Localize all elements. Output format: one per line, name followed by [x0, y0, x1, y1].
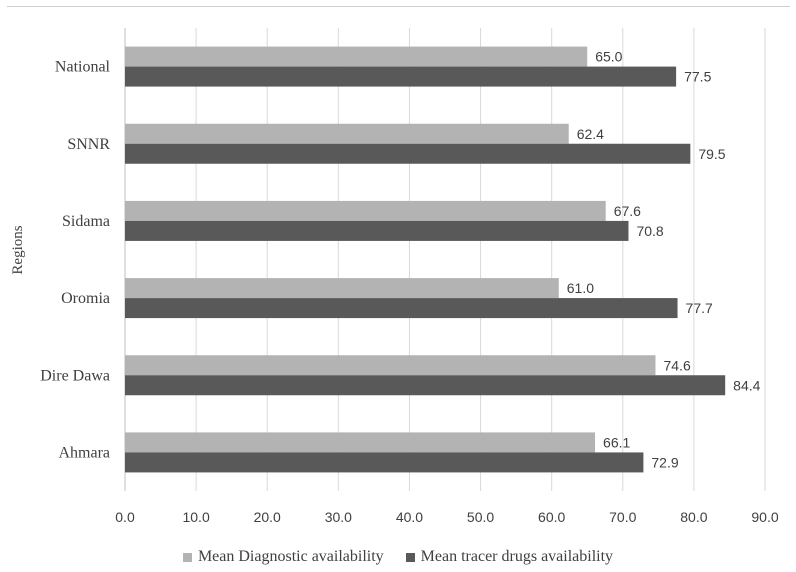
x-tick-label: 20.0: [254, 509, 281, 525]
x-tick-label: 60.0: [538, 509, 565, 525]
data-label: 67.6: [614, 203, 641, 219]
y-axis-title: Regions: [10, 225, 26, 274]
data-label: 72.9: [651, 454, 678, 470]
x-tick-label: 80.0: [680, 509, 707, 525]
category-label: National: [55, 59, 111, 76]
category-label: Oromia: [61, 290, 110, 307]
x-tick-label: 50.0: [467, 509, 494, 525]
legend-item-tracer-drugs: Mean tracer drugs availability: [405, 548, 614, 566]
bar-chart: 0.0 10.0 20.0 30.0 40.0 50.0 60.0 70.0 80.0 90.0 N…: [10, 28, 779, 525]
legend: Mean Diagnostic availability Mean tracer…: [0, 548, 796, 566]
chart-frame: [7, 6, 790, 566]
data-label: 61.0: [567, 280, 594, 296]
x-tick-label: 30.0: [325, 509, 352, 525]
x-tick-label: 40.0: [396, 509, 423, 525]
legend-swatch-diagnostic: [182, 552, 192, 562]
data-label: 84.4: [733, 377, 760, 393]
data-label: 77.7: [686, 300, 713, 316]
bar-diagnostic: [125, 200, 606, 221]
bar-tracer-drugs: [125, 452, 644, 473]
data-label: 62.4: [577, 126, 604, 142]
data-label: 65.0: [595, 49, 622, 65]
bar-diagnostic: [125, 278, 559, 299]
bar-tracer-drugs: [125, 66, 677, 87]
bar-tracer-drugs: [125, 298, 678, 319]
data-label: 70.8: [636, 223, 663, 239]
gridlines: [124, 28, 766, 491]
legend-item-diagnostic: Mean Diagnostic availability: [182, 548, 384, 566]
labels: 0.0 10.0 20.0 30.0 40.0 50.0 60.0 70.0 80.0 90.0 N…: [40, 49, 779, 525]
x-tick-label: 70.0: [609, 509, 636, 525]
data-label: 66.1: [603, 434, 630, 450]
legend-swatch-tracer-drugs: [405, 552, 415, 562]
category-label: SNNR: [67, 136, 110, 153]
legend-label-tracer-drugs: Mean tracer drugs availability: [420, 548, 614, 565]
x-tick-label: 90.0: [751, 509, 778, 525]
bar-tracer-drugs: [125, 143, 691, 164]
category-label: Ahmara: [58, 444, 110, 461]
bar-diagnostic: [125, 432, 596, 453]
x-tick-label: 0.0: [115, 509, 135, 525]
data-label: 74.6: [663, 357, 690, 373]
bar-diagnostic: [125, 46, 588, 67]
category-label: Dire Dawa: [40, 367, 110, 384]
bar-diagnostic: [125, 355, 656, 376]
category-label: Sidama: [62, 213, 110, 230]
x-tick-label: 10.0: [182, 509, 209, 525]
bars: [125, 46, 726, 473]
legend-label-diagnostic: Mean Diagnostic availability: [197, 548, 384, 565]
data-label: 79.5: [698, 146, 725, 162]
bar-tracer-drugs: [125, 220, 629, 241]
data-label: 77.5: [684, 69, 711, 85]
bar-diagnostic: [125, 123, 569, 144]
bar-tracer-drugs: [125, 375, 726, 396]
